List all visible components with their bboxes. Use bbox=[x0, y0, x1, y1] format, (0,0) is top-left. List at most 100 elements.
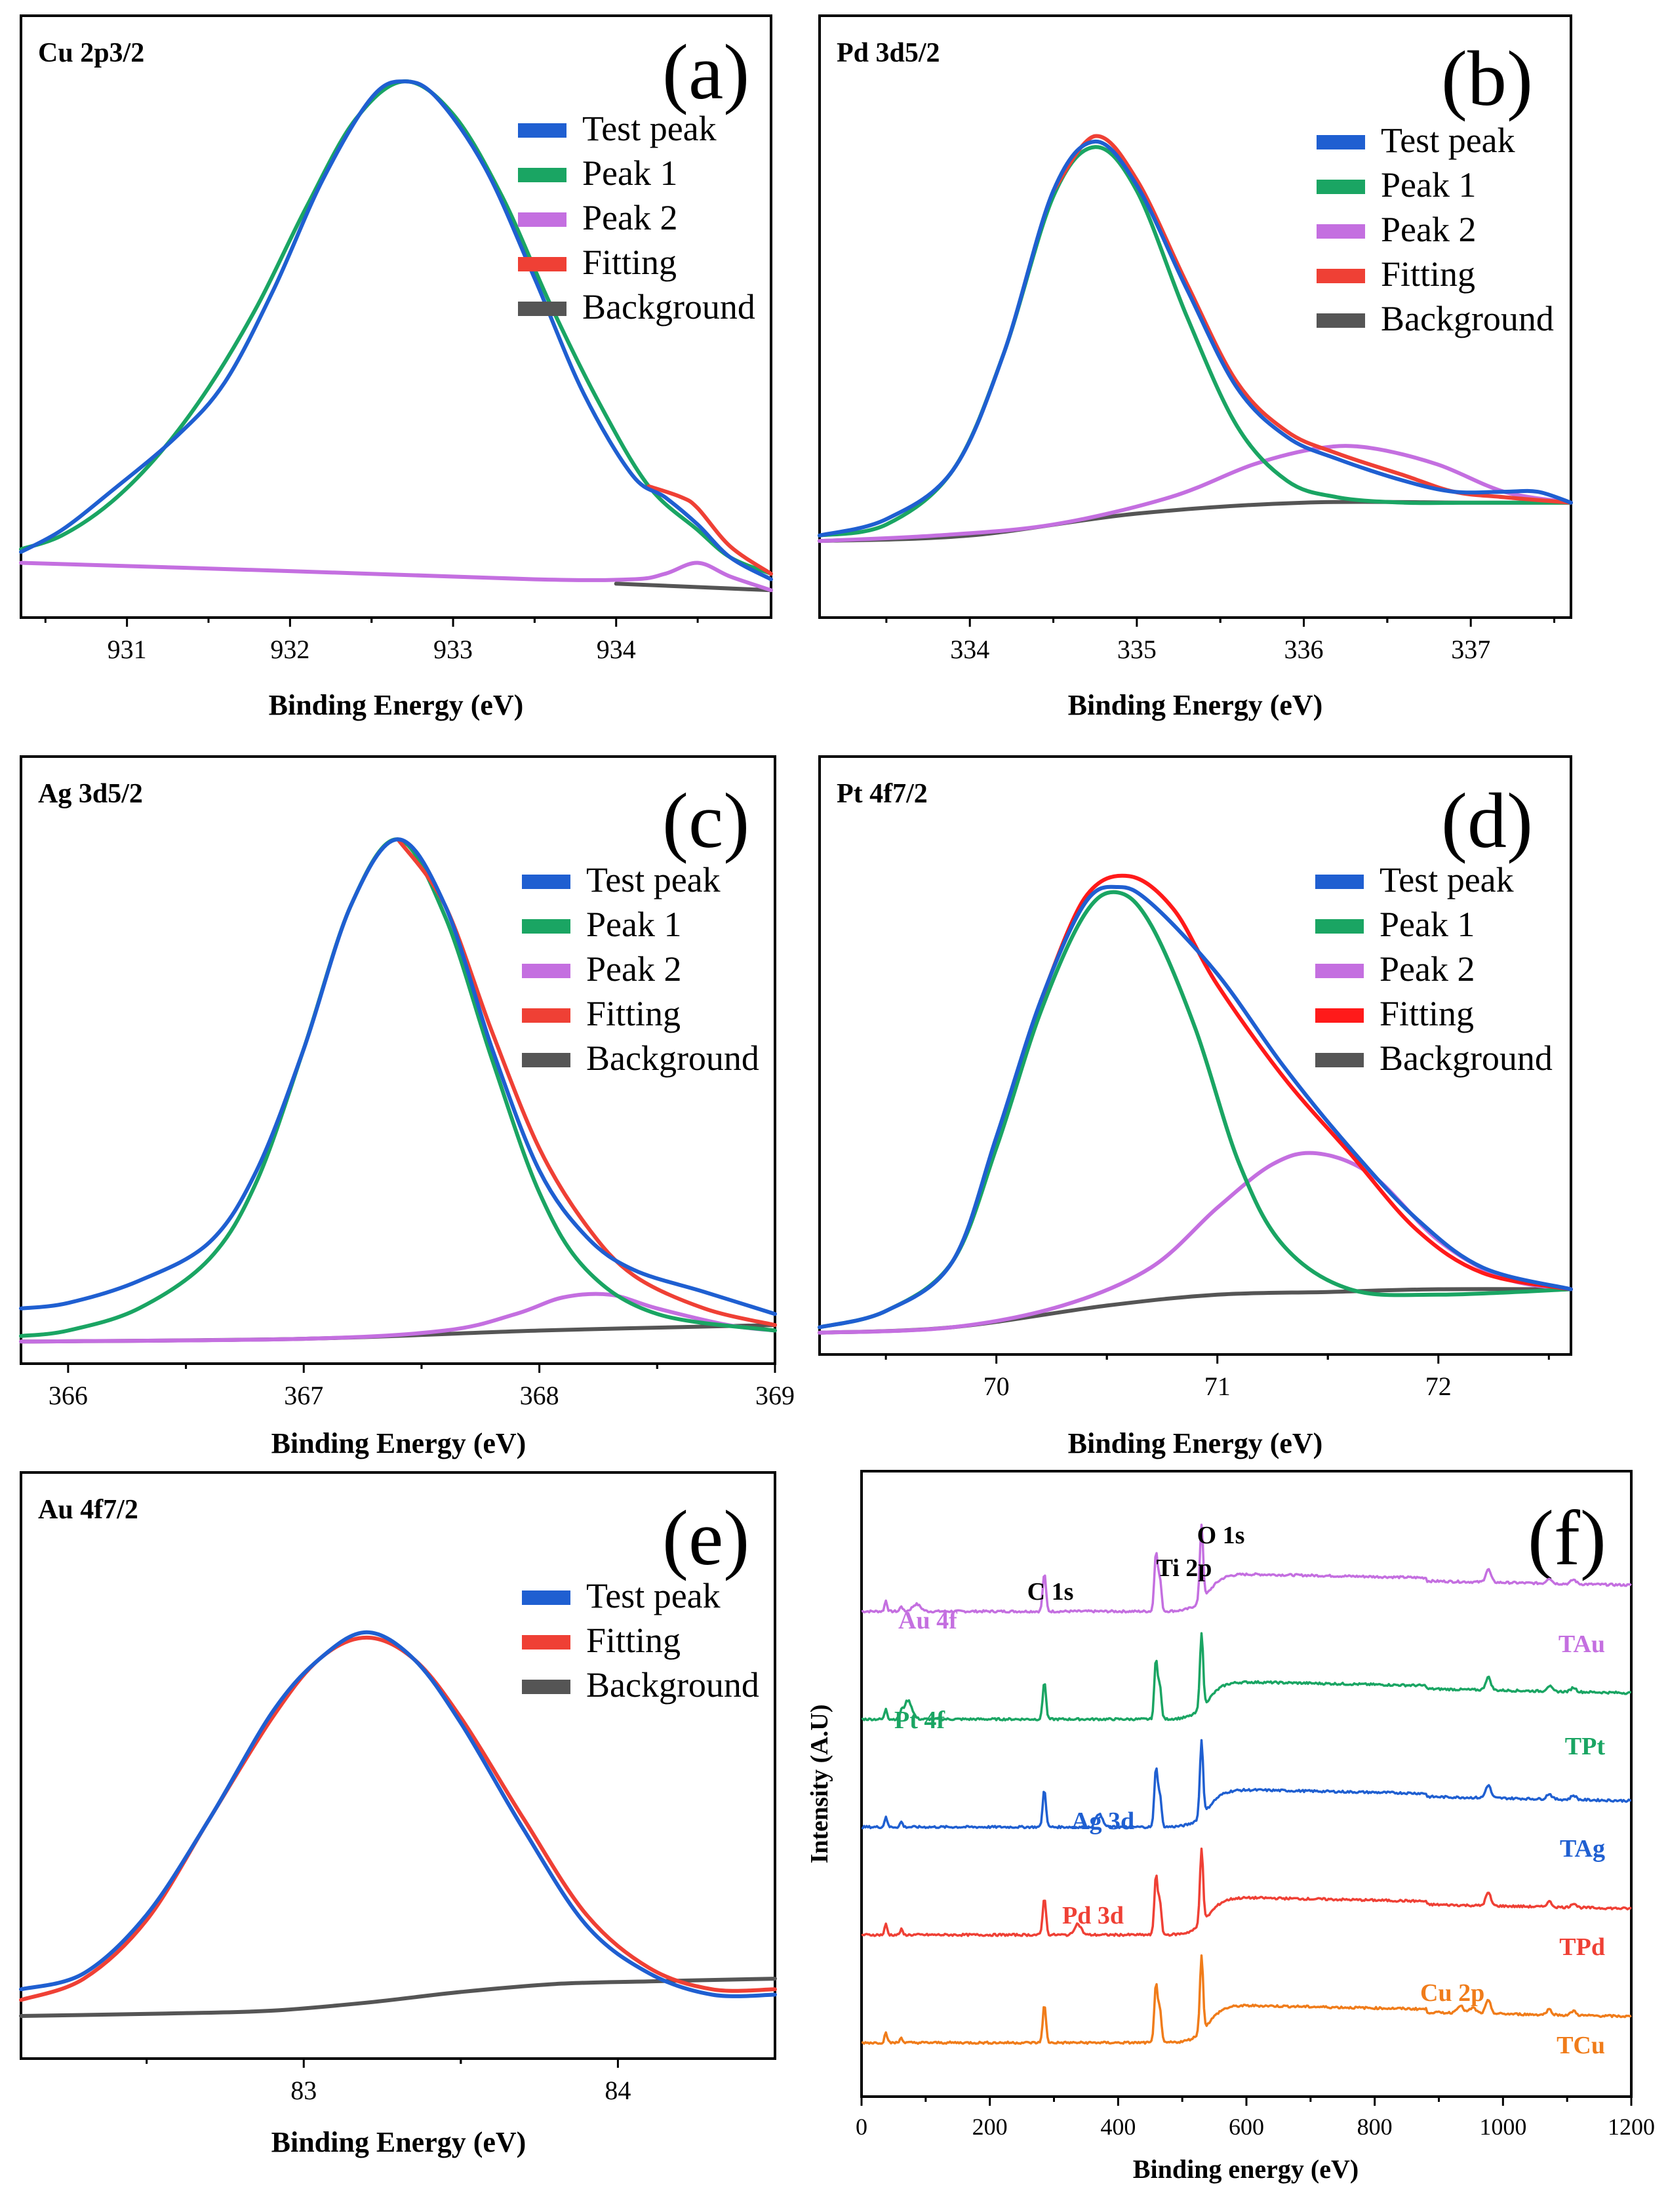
panel-a: Cu 2p3/2 (a) Binding Energy (eV) 931 932 9… bbox=[19, 14, 773, 721]
panel-c-xtick-label-2: 368 bbox=[520, 1381, 559, 1410]
panel-e-legend-label-test-peak: Test peak bbox=[586, 1576, 721, 1615]
panel-f-element-label-tpt: Pt 4f bbox=[894, 1707, 945, 1734]
panel-a-legend: Test peak Peak 1 Peak 2 Fitting Background bbox=[518, 109, 755, 326]
panel-b-legend-swatch-peak-2 bbox=[1317, 224, 1365, 239]
panel-f-xtick-label-3: 600 bbox=[1229, 2114, 1264, 2140]
panel-c-legend-swatch-background bbox=[522, 1053, 570, 1067]
panel-b-legend-swatch-background bbox=[1317, 313, 1365, 328]
panel-a-series-peak-2 bbox=[19, 561, 773, 593]
panel-d-legend-swatch-test-peak bbox=[1315, 875, 1364, 889]
panel-e-title: Au 4f7/2 bbox=[38, 1495, 138, 1525]
panel-f-series-tau bbox=[861, 1523, 1632, 1614]
panel-c-legend-swatch-peak-2 bbox=[522, 964, 570, 978]
panel-b-series-test-peak bbox=[818, 139, 1573, 538]
panel-f-peak-label-c-1s: C 1s bbox=[1027, 1578, 1074, 1606]
panel-c-xtick-label-1: 367 bbox=[284, 1381, 323, 1410]
panel-f-xtick-label-2: 400 bbox=[1100, 2114, 1136, 2140]
panel-d-series-peak-2 bbox=[818, 1151, 1573, 1335]
panel-e: Au 4f7/2 (e) Binding Energy (eV) 83 84 Te… bbox=[19, 1471, 777, 2158]
panel-e-series-test-peak bbox=[19, 1630, 777, 1998]
panel-a-title: Cu 2p3/2 bbox=[38, 38, 144, 68]
panel-a-letter: (a) bbox=[662, 28, 749, 115]
panel-c-title: Ag 3d5/2 bbox=[38, 779, 143, 809]
panel-f-sample-label-tag: TAg bbox=[1560, 1835, 1605, 1863]
panel-e-legend-swatch-fitting bbox=[522, 1635, 570, 1649]
panel-a-frame bbox=[20, 14, 772, 619]
panel-f-xlabel: Binding energy (eV) bbox=[1133, 2154, 1359, 2184]
panel-a-legend-label-fitting: Fitting bbox=[582, 243, 677, 282]
panel-e-curves bbox=[19, 1630, 777, 2018]
panel-c-legend-label-background: Background bbox=[586, 1038, 759, 1078]
panel-d-xtick-label-1: 71 bbox=[1204, 1372, 1231, 1401]
panel-b-frame bbox=[818, 14, 1572, 619]
panel-e-frame bbox=[20, 1471, 776, 2060]
panel-b: Pd 3d5/2 (b) Binding Energy (eV) 334 335 3… bbox=[818, 14, 1573, 721]
panel-c-curves bbox=[19, 837, 777, 1344]
panel-e-series-fitting bbox=[19, 1635, 777, 2002]
panel-a-series-background bbox=[614, 582, 773, 593]
panel-c: Ag 3d5/2 (c) Binding Energy (eV) 366 367 3… bbox=[19, 755, 795, 1459]
panel-e-ticks: 83 84 bbox=[146, 2059, 631, 2105]
panel-b-series-peak-2 bbox=[818, 444, 1573, 543]
panel-a-legend-label-peak-2: Peak 2 bbox=[582, 198, 677, 237]
panel-c-legend-label-peak-2: Peak 2 bbox=[586, 949, 681, 989]
panel-d-legend-label-background: Background bbox=[1380, 1038, 1553, 1078]
panel-e-legend-label-fitting: Fitting bbox=[586, 1621, 681, 1660]
panel-d-series-fitting bbox=[1039, 873, 1573, 1292]
panel-c-ticks: 366 367 368 369 bbox=[49, 1364, 795, 1410]
panel-f-sample-label-tpt: TPt bbox=[1565, 1733, 1606, 1760]
panel-c-series-peak-2 bbox=[19, 1292, 777, 1344]
panel-b-ticks: 334 335 336 337 bbox=[885, 618, 1556, 664]
panel-f-peak-label-ti-2p: Ti 2p bbox=[1157, 1554, 1212, 1582]
panel-a-xtick-label-0: 931 bbox=[108, 635, 147, 664]
panel-c-series-test-peak bbox=[19, 837, 777, 1316]
panel-d-curves bbox=[818, 873, 1573, 1335]
panel-d-xtick-label-0: 70 bbox=[983, 1372, 1010, 1401]
panel-e-legend-swatch-background bbox=[522, 1680, 570, 1694]
panel-f-curves bbox=[861, 1523, 1632, 2045]
panel-b-xlabel: Binding Energy (eV) bbox=[1068, 689, 1323, 721]
panel-f-frame bbox=[860, 1470, 1633, 2098]
panel-b-legend: Test peak Peak 1 Peak 2 Fitting Background bbox=[1317, 121, 1554, 338]
panel-f-series-tpt bbox=[861, 1632, 1632, 1722]
panel-b-legend-label-peak-1: Peak 1 bbox=[1381, 165, 1476, 205]
panel-c-frame bbox=[20, 755, 776, 1365]
panel-f-xtick-label-0: 0 bbox=[856, 2114, 867, 2140]
panel-d-legend-label-test-peak: Test peak bbox=[1380, 860, 1514, 899]
panel-a-legend-swatch-background bbox=[518, 302, 566, 316]
panel-d-legend-label-peak-1: Peak 1 bbox=[1380, 905, 1475, 944]
panel-b-xtick-label-3: 337 bbox=[1451, 635, 1490, 664]
panel-d-legend-label-peak-2: Peak 2 bbox=[1380, 949, 1475, 989]
panel-d-legend-label-fitting: Fitting bbox=[1380, 994, 1474, 1033]
panel-d-legend-swatch-peak-2 bbox=[1315, 964, 1364, 978]
panel-a-ticks: 931 932 933 934 bbox=[44, 618, 699, 664]
panel-b-legend-label-fitting: Fitting bbox=[1381, 254, 1475, 294]
panel-f-series-tpd bbox=[861, 1847, 1632, 1937]
panel-a-series-test-peak bbox=[19, 79, 773, 582]
panel-e-letter: (e) bbox=[662, 1494, 749, 1581]
panel-f-xtick-label-6: 1200 bbox=[1608, 2114, 1655, 2140]
panel-f-series-tag bbox=[861, 1739, 1632, 1830]
panel-c-xtick-label-3: 369 bbox=[755, 1381, 795, 1410]
panel-c-xtick-label-0: 366 bbox=[49, 1381, 88, 1410]
panel-f-element-label-tcu: Cu 2p bbox=[1420, 1979, 1484, 2007]
panel-c-legend-swatch-test-peak bbox=[522, 875, 570, 889]
panel-a-legend-swatch-fitting bbox=[518, 257, 566, 271]
panel-a-legend-swatch-peak-1 bbox=[518, 168, 566, 182]
panel-b-legend-label-test-peak: Test peak bbox=[1381, 121, 1515, 160]
panel-d-xlabel: Binding Energy (eV) bbox=[1068, 1427, 1323, 1459]
panel-b-legend-swatch-fitting bbox=[1317, 269, 1365, 283]
panel-b-legend-swatch-peak-1 bbox=[1317, 180, 1365, 194]
panel-a-legend-label-peak-1: Peak 1 bbox=[582, 153, 677, 193]
panel-f-sample-label-tpd: TPd bbox=[1559, 1933, 1605, 1961]
panel-f: (f) Binding energy (eV) Intensity (A.U) … bbox=[806, 1470, 1655, 2184]
panel-d-series-test-peak bbox=[818, 884, 1573, 1330]
panel-c-legend-swatch-fitting bbox=[522, 1008, 570, 1023]
panel-d-xtick-label-2: 72 bbox=[1425, 1372, 1452, 1401]
panel-c-legend-label-test-peak: Test peak bbox=[586, 860, 721, 899]
panel-e-series-background bbox=[19, 1977, 777, 2018]
panel-d: Pt 4f7/2 (d) Binding Energy (eV) 70 71 72 … bbox=[818, 755, 1573, 1459]
panel-d-legend: Test peak Peak 1 Peak 2 Fitting Background bbox=[1315, 860, 1553, 1078]
panel-a-xlabel: Binding Energy (eV) bbox=[269, 689, 524, 721]
